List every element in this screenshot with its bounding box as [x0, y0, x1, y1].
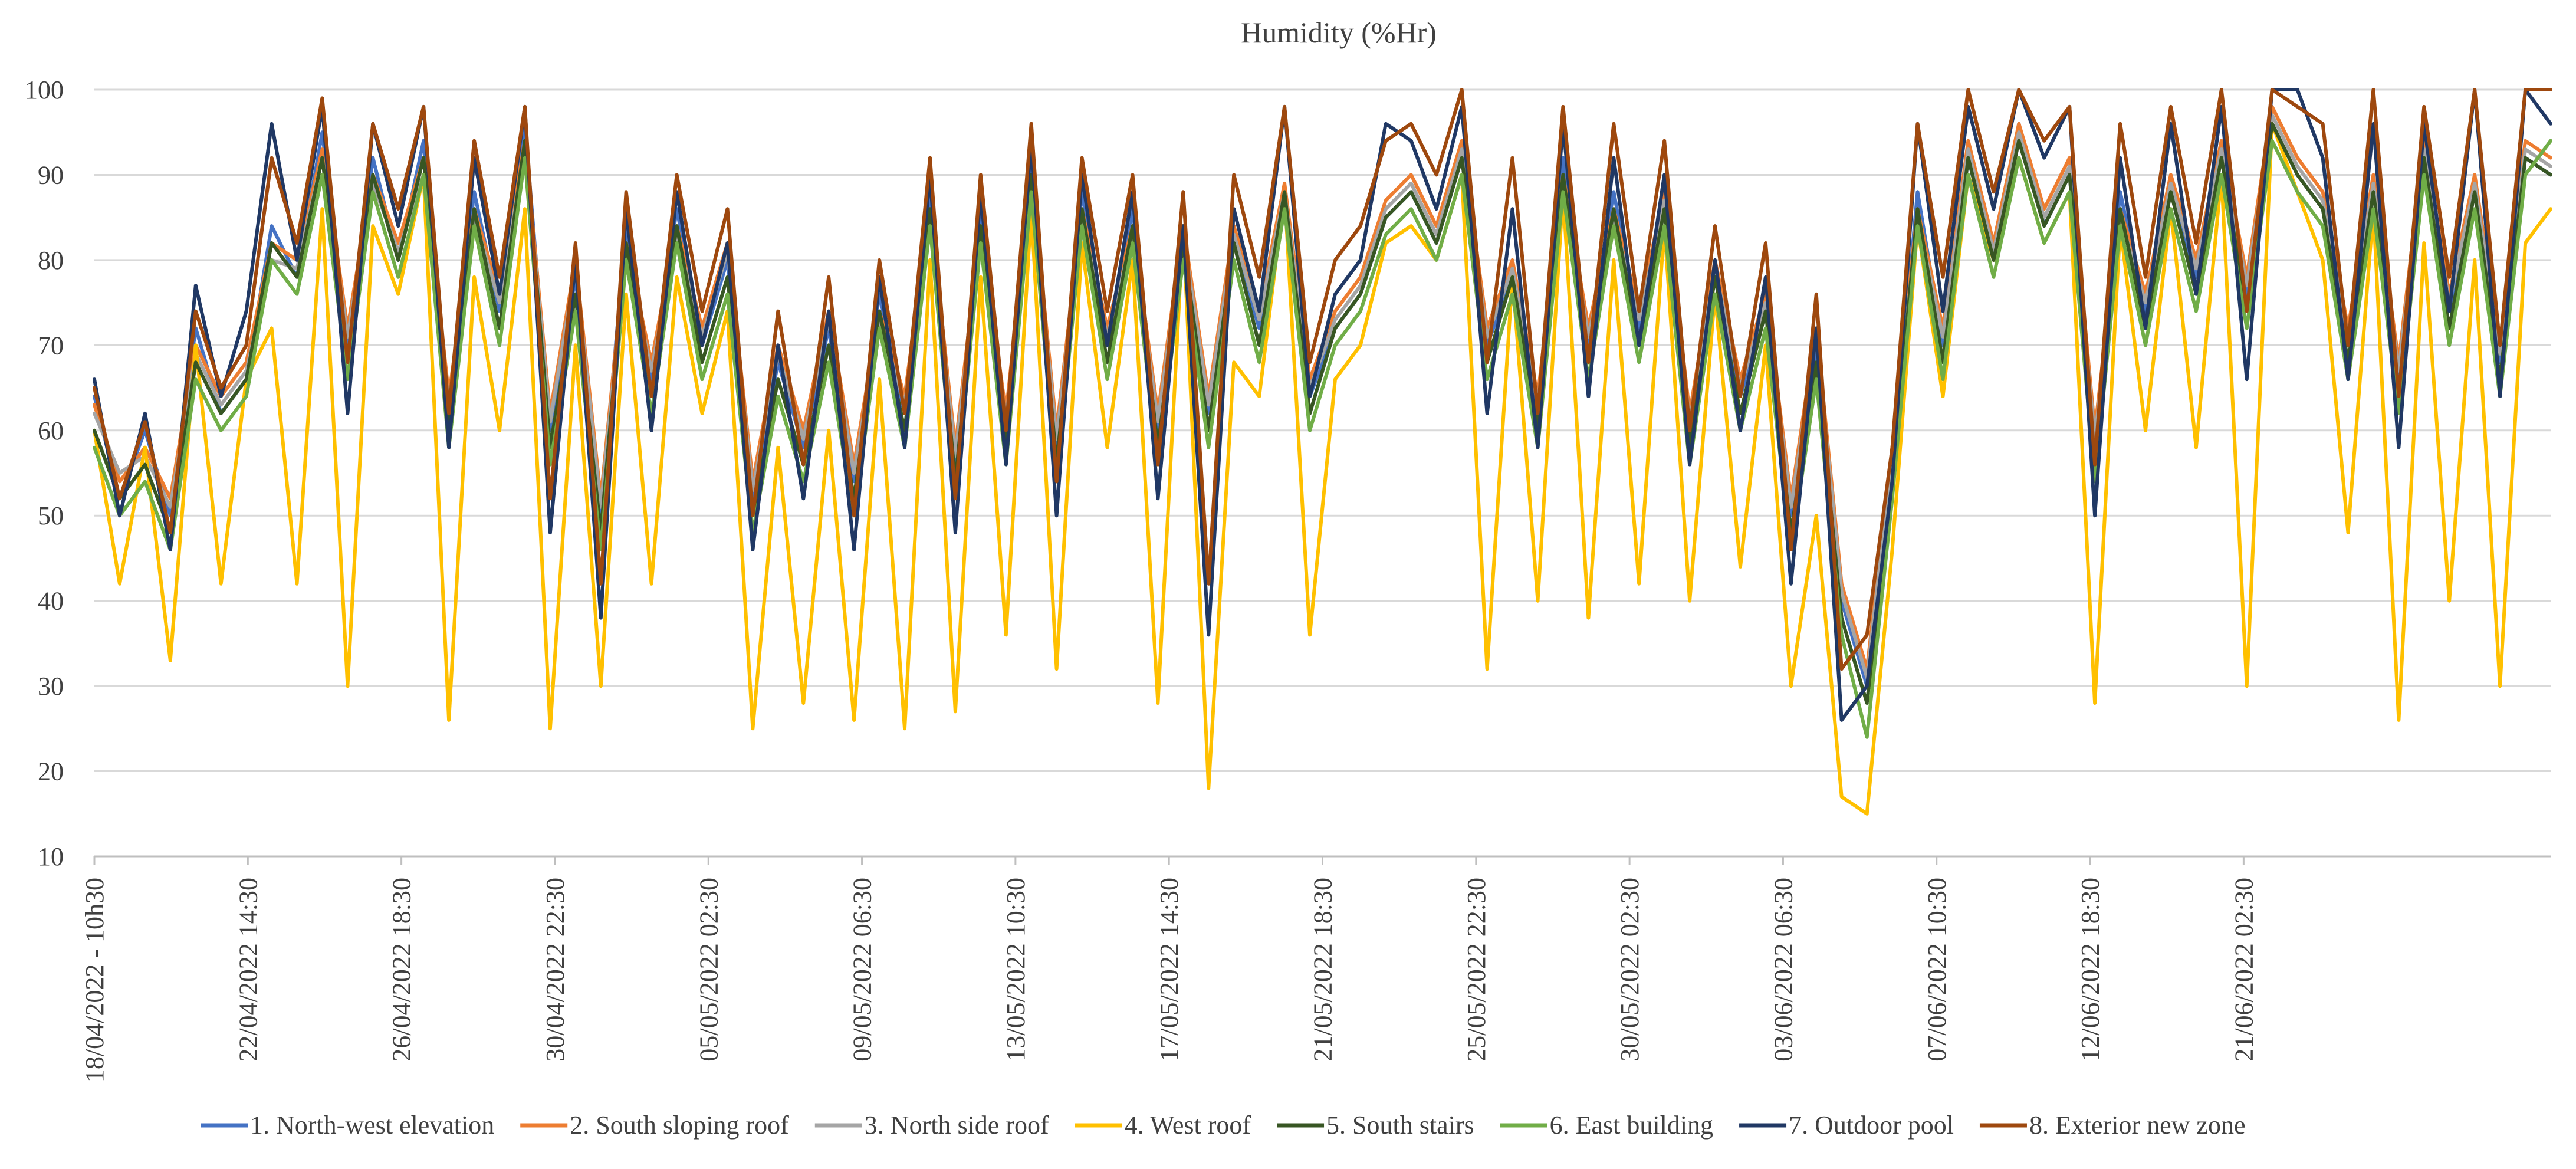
x-tick-label: 30/04/2022 22:30 [541, 878, 570, 1062]
legend-label: 6. East building [1550, 1111, 1713, 1140]
x-tick-label: 17/05/2022 14:30 [1155, 878, 1184, 1062]
series-line-6 [93, 139, 2552, 739]
legend-item-3: 3. North side roof [814, 1111, 1049, 1140]
legend-item-2: 2. South sloping roof [520, 1111, 789, 1140]
legend: 1. North-west elevation 2. South sloping … [201, 1111, 2245, 1140]
legend-label: 3. North side roof [865, 1111, 1049, 1140]
x-tick-label: 18/04/2022 - 10h30 [80, 878, 109, 1082]
x-tick-label: 21/05/2022 18:30 [1309, 878, 1338, 1062]
series-line-7 [93, 88, 2552, 722]
x-axis-tick-labels: 18/04/2022 - 10h30 22/04/2022 14:30 26/04/… [80, 856, 2258, 1082]
x-tick-label: 21/06/2022 02:30 [2229, 878, 2258, 1062]
y-tick-label: 70 [38, 331, 64, 360]
y-tick-label: 10 [38, 842, 64, 871]
legend-label: 1. North-west elevation [250, 1111, 494, 1140]
legend-label: 7. Outdoor pool [1789, 1111, 1954, 1140]
x-tick-label: 25/05/2022 22:30 [1462, 878, 1491, 1062]
y-tick-label: 20 [38, 757, 64, 786]
legend-item-8: 8. Exterior new zone [1979, 1111, 2246, 1140]
x-tick-label: 30/05/2022 02:30 [1615, 878, 1644, 1062]
series-line-8 [93, 88, 2552, 671]
legend-label: 8. Exterior new zone [2029, 1111, 2246, 1140]
legend-item-5: 5. South stairs [1277, 1111, 1474, 1140]
y-tick-label: 40 [38, 587, 64, 616]
legend-label: 4. West roof [1125, 1111, 1251, 1140]
x-tick-label: 03/06/2022 06:30 [1769, 878, 1798, 1062]
x-tick-label: 12/06/2022 18:30 [2076, 878, 2105, 1062]
y-tick-label: 90 [38, 160, 64, 189]
legend-label: 5. South stairs [1326, 1111, 1474, 1140]
y-tick-label: 60 [38, 416, 64, 445]
y-tick-label: 50 [38, 501, 64, 530]
x-tick-label: 07/06/2022 10:30 [1923, 878, 1951, 1062]
y-tick-label: 80 [38, 246, 64, 275]
series-lines [93, 88, 2552, 816]
series-line-4 [93, 122, 2552, 816]
legend-label: 2. South sloping roof [570, 1111, 789, 1140]
legend-item-1: 1. North-west elevation [201, 1111, 494, 1140]
x-tick-label: 13/05/2022 10:30 [1001, 878, 1030, 1062]
y-tick-label: 30 [38, 672, 64, 701]
x-tick-label: 22/04/2022 14:30 [234, 878, 262, 1062]
x-tick-label: 05/05/2022 02:30 [694, 878, 723, 1062]
x-tick-label: 09/05/2022 06:30 [848, 878, 877, 1062]
legend-item-7: 7. Outdoor pool [1739, 1111, 1954, 1140]
x-tick-label: 26/04/2022 18:30 [387, 878, 416, 1062]
y-tick-label: 100 [25, 75, 64, 104]
legend-item-4: 4. West roof [1075, 1111, 1251, 1140]
legend-item-6: 6. East building [1500, 1111, 1713, 1140]
chart-title: Humidity (%Hr) [1241, 16, 1437, 49]
y-axis-tick-labels: 10 20 30 40 50 60 70 80 90 100 [25, 75, 64, 871]
